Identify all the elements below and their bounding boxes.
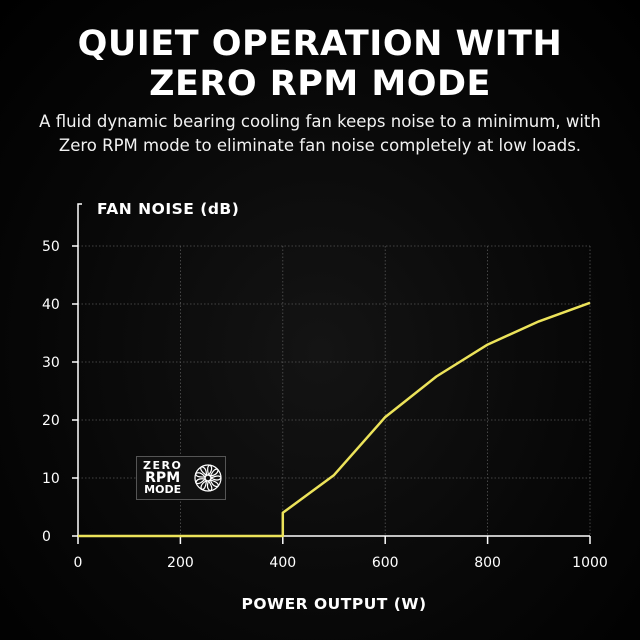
y-tick-label: 0 (42, 529, 51, 545)
badge-line-3: MODE (144, 483, 182, 496)
x-tick-label: 200 (167, 555, 194, 571)
y-tick-label: 30 (42, 355, 60, 371)
badge-line-2: RPM (145, 470, 181, 486)
fan-blade (207, 464, 213, 476)
zero-rpm-badge: ZERO RPM MODE (136, 456, 226, 500)
fan-icon (194, 464, 222, 492)
y-axis-title: FAN NOISE (dB) (97, 200, 239, 218)
subtitle-line-1: A fluid dynamic bearing cooling fan keep… (39, 112, 601, 131)
badge-line-1: ZERO (143, 459, 183, 472)
fan-blade (200, 466, 208, 476)
x-tick-label: 600 (372, 555, 399, 571)
y-axis (77, 203, 82, 536)
fan-blade (209, 479, 219, 488)
subtitle-line-2: Zero RPM mode to eliminate fan noise com… (58, 136, 582, 155)
page-title: QUIET OPERATION WITH ZERO RPM MODE (0, 24, 640, 104)
y-tick-label: 10 (42, 471, 60, 487)
fan-blade (195, 478, 206, 485)
fan-blade (195, 472, 206, 478)
fan-blade (206, 480, 213, 492)
title-line-2: ZERO RPM MODE (149, 64, 491, 104)
y-tick-label: 40 (42, 297, 60, 313)
x-tick-label: 400 (269, 555, 296, 571)
fan-blade (200, 480, 208, 490)
subtitle: A fluid dynamic bearing cooling fan keep… (0, 110, 640, 158)
y-tick-label: 50 (42, 239, 60, 255)
title-line-1: QUIET OPERATION WITH (77, 24, 563, 64)
x-tick-label: 1000 (572, 555, 608, 571)
x-tick-label: 0 (74, 555, 83, 571)
x-axis-title: POWER OUTPUT (W) (241, 595, 426, 613)
noise-line (78, 301, 591, 538)
fan-blade (210, 475, 222, 481)
x-tick-label: 800 (474, 555, 501, 571)
fan-blade (209, 468, 219, 477)
y-tick-label: 20 (42, 413, 60, 429)
